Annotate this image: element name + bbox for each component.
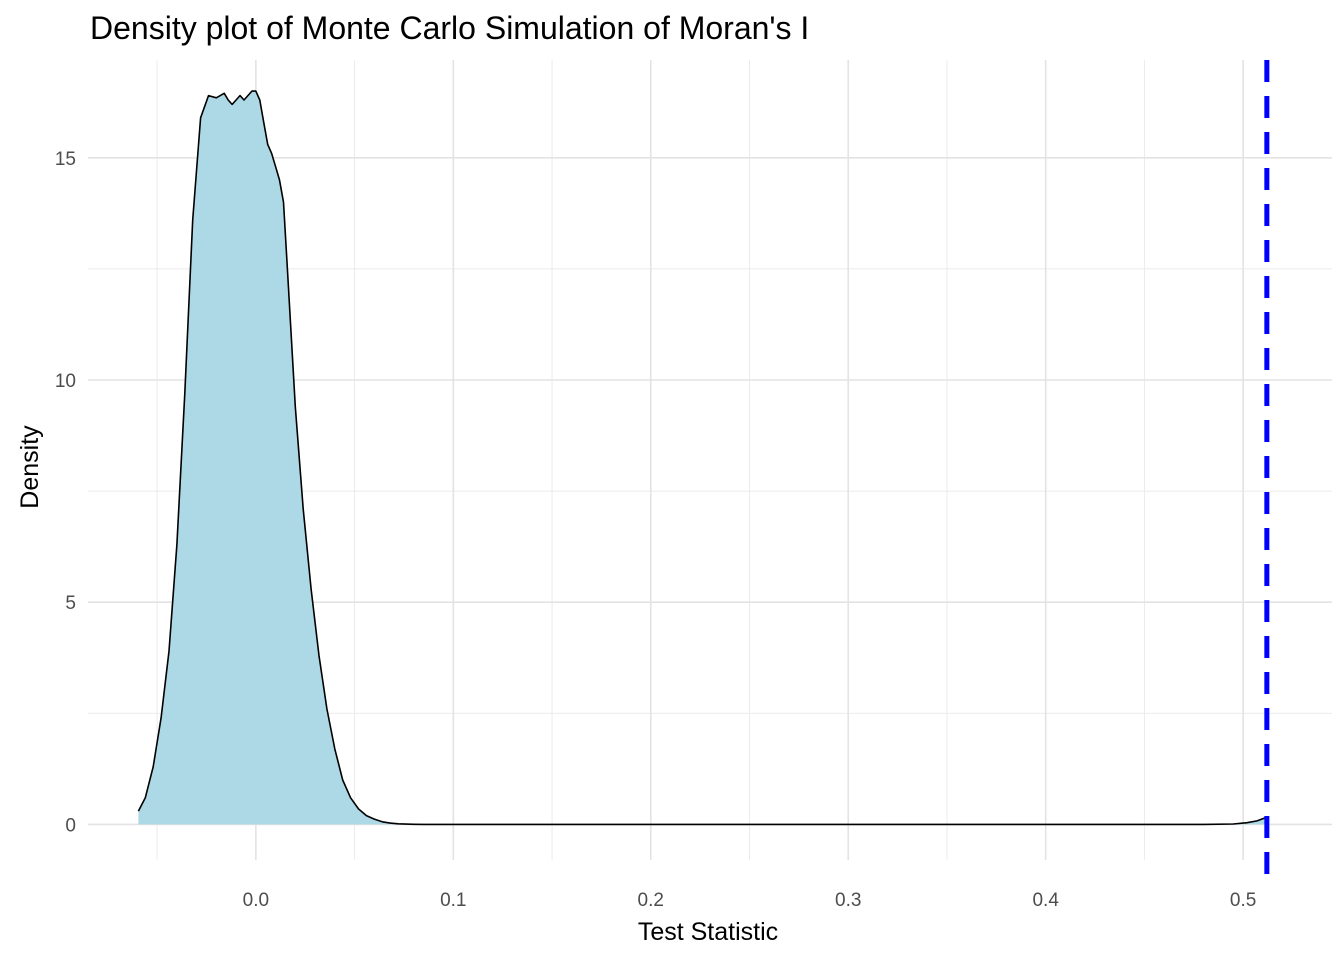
- y-axis-ticks: 0 5 10 15: [55, 149, 76, 837]
- y-tick-label: 0: [65, 815, 76, 836]
- x-tick-label: 0.1: [440, 890, 466, 911]
- x-tick-label: 0.5: [1230, 890, 1256, 911]
- density-curve: [137, 90, 1268, 826]
- x-tick-label: 0.0: [243, 890, 269, 911]
- density-series: [137, 90, 1268, 826]
- x-axis-title: Test Statistic: [638, 918, 778, 946]
- chart-title: Density plot of Monte Carlo Simulation o…: [90, 10, 810, 46]
- y-tick-label: 15: [55, 149, 76, 170]
- x-tick-label: 0.4: [1032, 890, 1059, 911]
- y-tick-label: 10: [55, 371, 76, 392]
- y-tick-label: 5: [65, 593, 76, 614]
- x-axis-ticks: 0.0 0.1 0.2 0.3 0.4 0.5: [243, 890, 1257, 911]
- x-tick-label: 0.2: [638, 890, 664, 911]
- y-axis-title: Density: [16, 425, 44, 509]
- x-tick-label: 0.3: [835, 890, 861, 911]
- density-area: [138, 91, 1267, 825]
